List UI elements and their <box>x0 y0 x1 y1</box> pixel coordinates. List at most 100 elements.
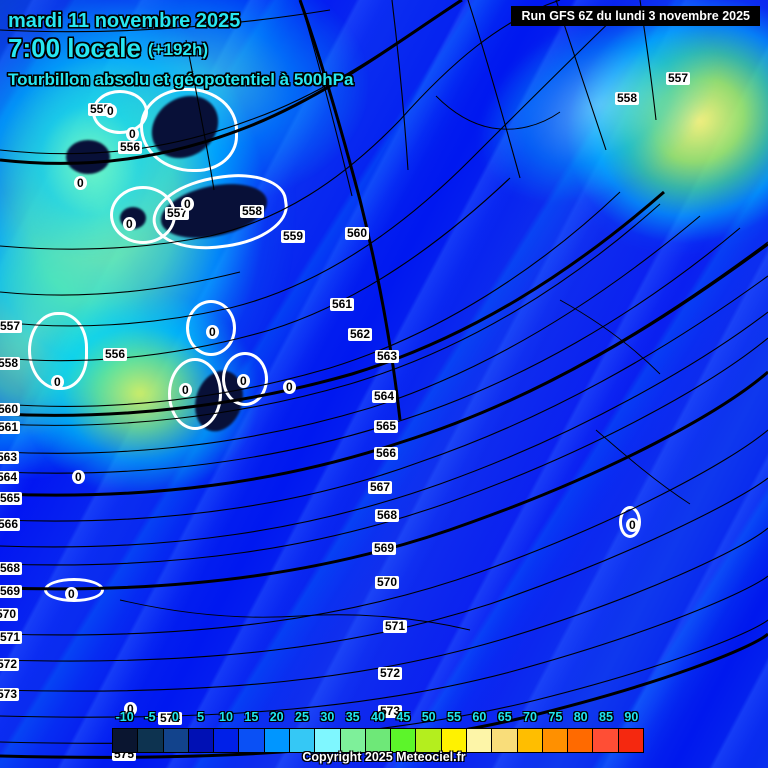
zero-vorticity-label: 0 <box>283 380 296 394</box>
zero-vorticity-label: 0 <box>181 197 194 211</box>
geopotential-label: 558 <box>240 204 265 218</box>
forecast-date: mardi 11 novembre 2025 <box>8 10 241 32</box>
geopotential-label: 571 <box>383 619 408 633</box>
colorbar-swatch <box>340 729 366 752</box>
colorbar-swatch <box>188 729 215 752</box>
zero-vorticity-label: 0 <box>74 176 87 190</box>
colorbar-swatches <box>112 728 644 753</box>
geopotential-label: 561 <box>330 297 355 311</box>
colorbar-tick: 75 <box>548 710 563 724</box>
geopotential-label: 566 <box>0 518 21 531</box>
geopotential-label: 574 <box>158 711 183 725</box>
colorbar-tick: 10 <box>219 710 233 724</box>
colorbar-swatch <box>113 729 139 752</box>
geopotential-label: 568 <box>375 508 400 522</box>
zero-vorticity-contour <box>222 352 268 406</box>
geopotential-label: 573 <box>0 688 20 701</box>
colorbar-swatch <box>441 729 467 752</box>
colorbar-swatch <box>416 729 442 752</box>
geopotential-label: 572 <box>378 666 403 680</box>
model-run-label: Run GFS 6Z du lundi 3 novembre 2025 <box>511 6 760 26</box>
colorbar-swatch <box>315 729 341 752</box>
colorbar-tick: 35 <box>345 710 360 724</box>
colorbar-tick: 55 <box>447 710 461 724</box>
colorbar-tick: 0 <box>171 710 179 724</box>
forecast-time: 7:00 locale <box>8 33 141 63</box>
zero-vorticity-label: 0 <box>104 104 117 118</box>
zero-vorticity-label: 0 <box>237 374 250 388</box>
colorbar-swatch <box>264 729 290 752</box>
colorbar-swatch <box>391 729 417 752</box>
forecast-parameter: Tourbillon absolu et géopotentiel à 500h… <box>8 70 354 89</box>
colorbar-swatch <box>289 729 316 752</box>
colorbar-tick: 45 <box>396 710 411 724</box>
colorbar-swatch <box>365 729 392 752</box>
colorbar-tick: 85 <box>599 710 613 724</box>
geopotential-label: 568 <box>0 561 23 575</box>
zero-vorticity-label: 0 <box>51 375 64 389</box>
colorbar-swatch <box>542 729 569 752</box>
zero-vorticity-label: 0 <box>123 217 136 231</box>
colorbar-swatch <box>163 729 189 752</box>
geopotential-label: 564 <box>372 389 397 403</box>
zero-vorticity-label: 0 <box>126 127 139 141</box>
geopotential-label: 569 <box>372 541 397 555</box>
forecast-lead-time: (+192h) <box>148 40 208 59</box>
colorbar-tick: -10 <box>115 710 134 724</box>
colorbar-swatch <box>466 729 493 752</box>
geopotential-label: 556 <box>118 140 143 154</box>
geopotential-label: 565 <box>0 491 23 505</box>
geopotential-label: 573 <box>378 704 403 718</box>
colorbar-swatch <box>492 729 518 752</box>
colorbar-tick: 65 <box>497 710 512 724</box>
geopotential-label: 563 <box>375 349 400 363</box>
colorbar-swatch <box>593 729 619 752</box>
geopotential-label: 570 <box>375 575 400 589</box>
geopotential-label: 561 <box>0 421 21 434</box>
zero-vorticity-contour <box>168 358 222 430</box>
colorbar-swatch <box>517 729 543 752</box>
colorbar-tick: 50 <box>421 710 436 724</box>
zero-vorticity-contour <box>186 300 236 356</box>
low-vorticity-core <box>66 140 110 174</box>
zero-vorticity-label: 0 <box>626 518 639 532</box>
colorbar-tick: 80 <box>573 710 588 724</box>
geopotential-label: 559 <box>281 229 306 243</box>
colorbar-swatch <box>618 729 643 752</box>
geopotential-label: 558 <box>615 91 640 105</box>
colorbar-tick: 60 <box>472 710 487 724</box>
zero-vorticity-label: 0 <box>179 383 192 397</box>
colorbar-swatch <box>239 729 265 752</box>
copyright-notice: Copyright 2025 Meteociel.fr <box>302 750 466 764</box>
geopotential-label: 572 <box>0 658 20 671</box>
geopotential-label: 557 <box>666 71 691 85</box>
colorbar-tick: 70 <box>523 710 537 724</box>
geopotential-label: 566 <box>374 446 399 460</box>
colorbar-swatch <box>138 729 164 752</box>
geopotential-label: 557 <box>0 319 23 333</box>
geopotential-label: 563 <box>0 451 20 464</box>
zero-vorticity-label: 0 <box>124 702 137 716</box>
colorbar-tick: 30 <box>320 710 335 724</box>
colorbar-tick: 20 <box>269 710 284 724</box>
geopotential-label: 562 <box>348 327 373 341</box>
colorbar: -10 -5 0 5 10 15 20 25 30 35 40 45 50 55 60 65 70 75 80 85 9… <box>112 710 644 753</box>
colorbar-tick: 90 <box>624 710 639 724</box>
colorbar-tick-labels: -10 -5 0 5 10 15 20 25 30 35 40 45 50 55 60 65 70 75 80 85 9… <box>112 710 644 728</box>
colorbar-swatch <box>568 729 594 752</box>
colorbar-tick: 15 <box>244 710 259 724</box>
geopotential-label: 558 <box>0 357 21 370</box>
geopotential-label: 564 <box>0 471 20 484</box>
geopotential-label: 560 <box>0 403 21 416</box>
geopotential-label: 565 <box>374 419 399 433</box>
zero-vorticity-contour <box>619 506 641 538</box>
geopotential-label: 569 <box>0 584 23 598</box>
geopotential-label: 560 <box>345 226 370 240</box>
colorbar-tick: 5 <box>197 710 205 724</box>
zero-vorticity-label: 0 <box>72 470 85 484</box>
colorbar-tick: 40 <box>371 710 385 724</box>
geopotential-label: 570 <box>0 608 19 621</box>
colorbar-swatch <box>214 729 240 752</box>
